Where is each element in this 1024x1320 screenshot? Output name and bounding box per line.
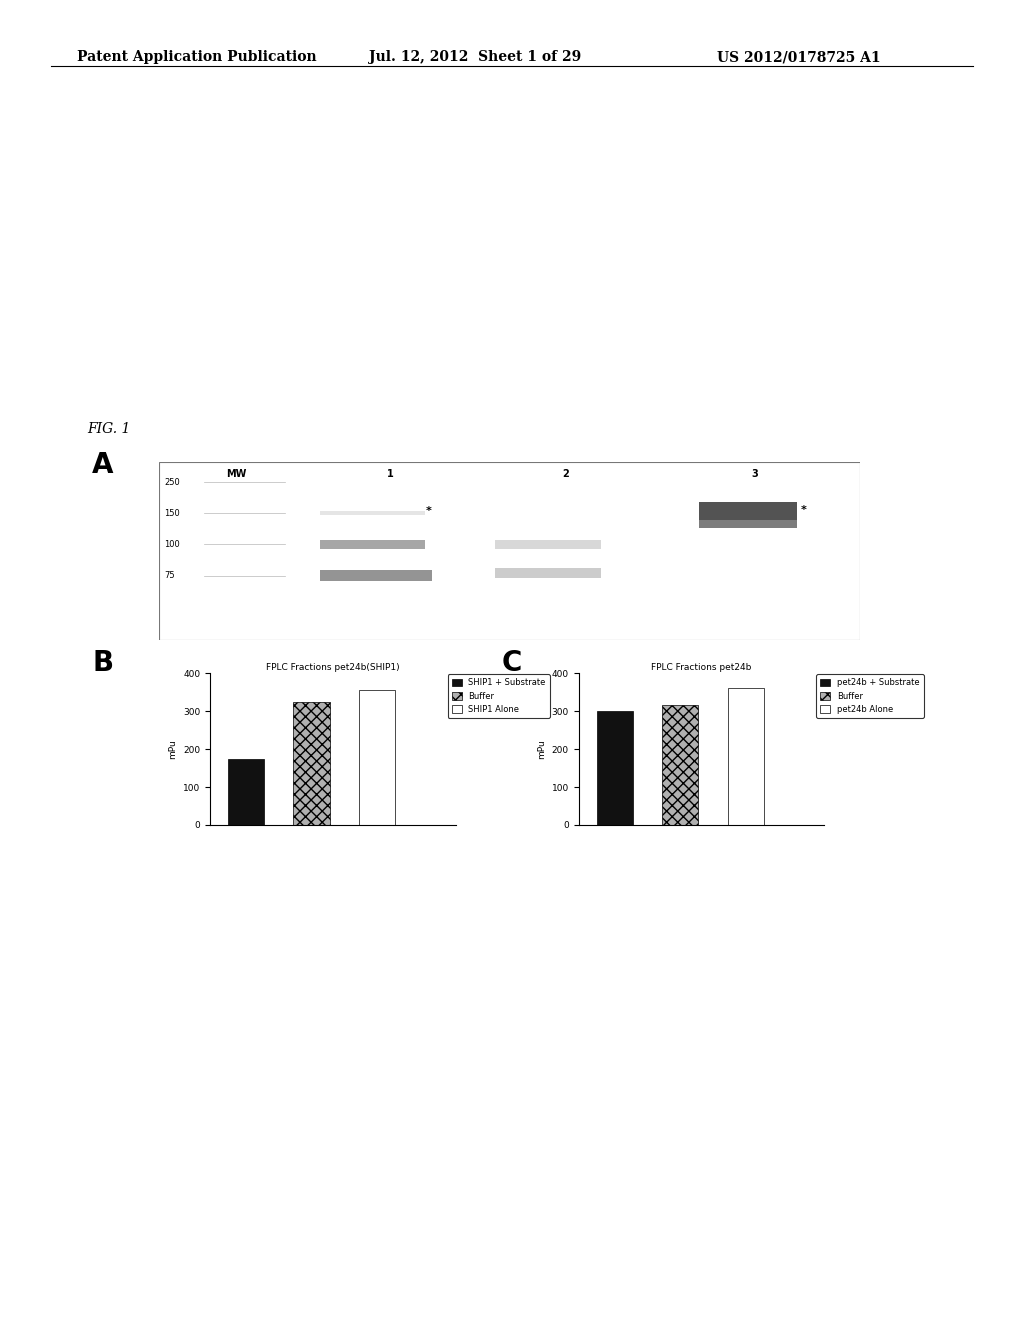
Bar	[321, 511, 425, 516]
Bar	[698, 502, 797, 520]
Text: 150: 150	[164, 508, 180, 517]
Legend: SHIP1 + Substrate, Buffer, SHIP1 Alone: SHIP1 + Substrate, Buffer, SHIP1 Alone	[447, 675, 550, 718]
Text: 2: 2	[562, 469, 569, 479]
Text: 250: 250	[164, 478, 180, 487]
Y-axis label: mPu: mPu	[168, 739, 177, 759]
Text: 100: 100	[164, 540, 180, 549]
Bar	[321, 540, 425, 549]
Bar	[228, 759, 264, 825]
Bar	[698, 520, 797, 528]
Text: MW: MW	[225, 469, 246, 479]
Text: *: *	[801, 504, 807, 515]
Bar	[597, 711, 633, 825]
Bar	[496, 569, 601, 578]
Bar	[359, 690, 395, 825]
Bar	[728, 689, 764, 825]
Legend: pet24b + Substrate, Buffer, pet24b Alone: pet24b + Substrate, Buffer, pet24b Alone	[816, 675, 924, 718]
Text: *: *	[426, 506, 432, 516]
Text: Jul. 12, 2012  Sheet 1 of 29: Jul. 12, 2012 Sheet 1 of 29	[369, 50, 581, 65]
Bar	[496, 540, 601, 549]
Text: 75: 75	[164, 572, 175, 579]
Title: FPLC Fractions pet24b(SHIP1): FPLC Fractions pet24b(SHIP1)	[266, 664, 399, 672]
Bar	[294, 702, 330, 825]
Text: Patent Application Publication: Patent Application Publication	[77, 50, 316, 65]
Text: FIG. 1: FIG. 1	[87, 422, 130, 437]
Y-axis label: mPu: mPu	[537, 739, 546, 759]
Text: A: A	[92, 451, 114, 479]
Text: 3: 3	[752, 469, 759, 479]
Text: 1: 1	[387, 469, 393, 479]
Title: FPLC Fractions pet24b: FPLC Fractions pet24b	[651, 664, 752, 672]
Bar	[663, 705, 698, 825]
Bar	[321, 570, 432, 581]
Text: US 2012/0178725 A1: US 2012/0178725 A1	[717, 50, 881, 65]
Text: B: B	[92, 649, 114, 677]
Text: C: C	[502, 649, 522, 677]
